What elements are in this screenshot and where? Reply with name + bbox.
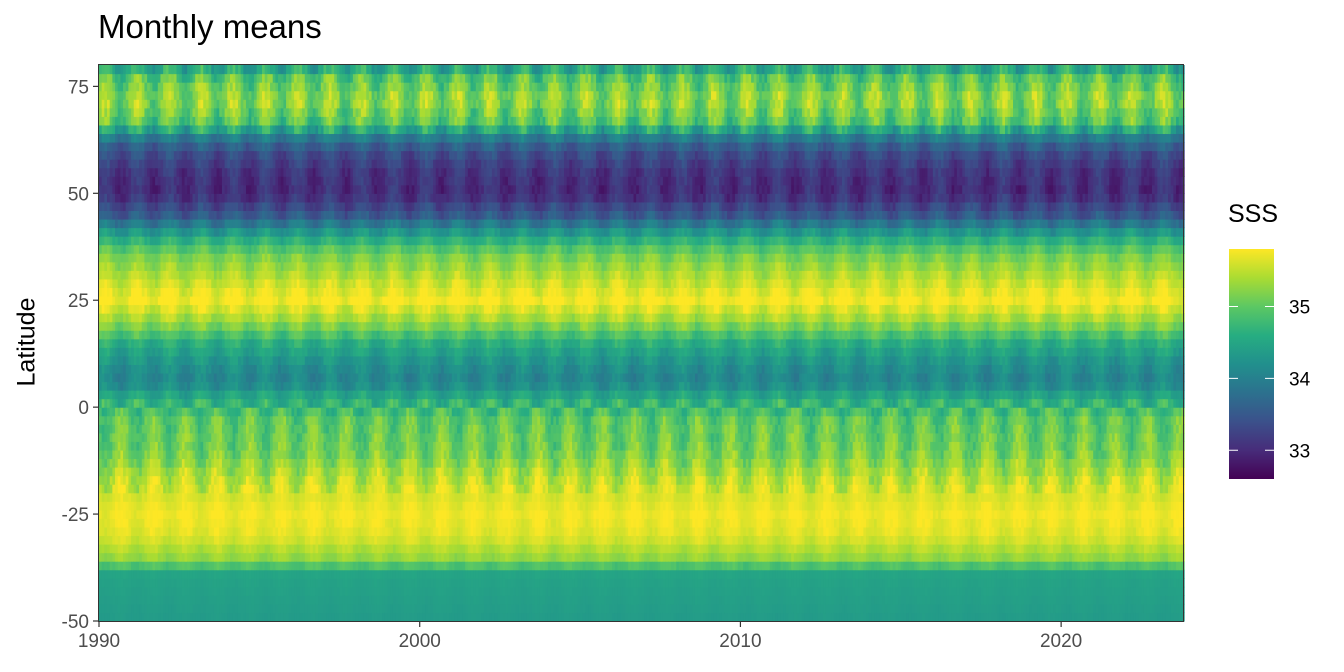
heatmap-cells <box>99 65 1185 622</box>
